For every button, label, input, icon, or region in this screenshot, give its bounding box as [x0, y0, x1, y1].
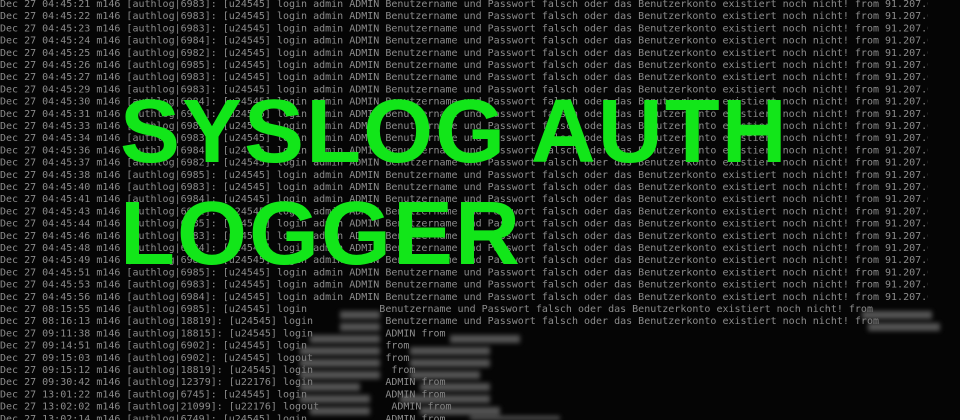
log-line: Dec 27 04:45:36 m146 [authlog|6984]: [u2…: [0, 145, 957, 156]
log-line: Dec 27 04:45:40 m146 [authlog|6983]: [u2…: [0, 182, 957, 193]
log-line: Dec 27 09:14:51 m146 [authlog|6902]: [u2…: [0, 341, 409, 352]
log-line: Dec 27 04:45:30 m146 [authlog|6984]: [u2…: [0, 97, 957, 108]
log-line: Dec 27 04:45:34 m146 [authlog|6983]: [u2…: [0, 133, 957, 144]
log-line: Dec 27 04:45:43 m146 [authlog|6982]: [u2…: [0, 206, 957, 217]
log-line: Dec 27 13:02:02 m146 [authlog|21099]: [u…: [0, 402, 452, 413]
log-line: Dec 27 09:15:12 m146 [authlog|18819]: [u…: [0, 365, 415, 376]
log-line: Dec 27 04:45:49 m146 [authlog|6982]: [u2…: [0, 255, 957, 266]
log-line: Dec 27 09:30:42 m146 [authlog|12379]: [u…: [0, 377, 446, 388]
log-line: Dec 27 08:16:13 m146 [authlog|18819]: [u…: [0, 316, 879, 327]
log-line: Dec 27 04:45:51 m146 [authlog|6985]: [u2…: [0, 267, 957, 278]
log-line: Dec 27 08:15:55 m146 [authlog|6985]: [u2…: [0, 304, 873, 315]
log-line: Dec 27 04:45:38 m146 [authlog|6985]: [u2…: [0, 170, 957, 181]
log-line: Dec 27 09:11:38 m146 [authlog|18815]: [u…: [0, 328, 446, 339]
title: SYSLOG AUTH: [120, 82, 789, 182]
log-line: Dec 27 04:45:33 m146 [authlog|6985]: [u2…: [0, 121, 957, 132]
log-line: Dec 27 04:45:44 m146 [authlog|6985]: [u2…: [0, 219, 957, 230]
log-line: Dec 27 04:45:37 m146 [authlog|6982]: [u2…: [0, 158, 957, 169]
log-line: Dec 27 04:45:31 m146 [authlog|6982]: [u2…: [0, 109, 957, 120]
log-line: Dec 27 04:45:27 m146 [authlog|6983]: [u2…: [0, 72, 957, 83]
log-line: Dec 27 13:01:22 m146 [authlog|6745]: [u2…: [0, 389, 446, 400]
log-line: Dec 27 04:45:26 m146 [authlog|6985]: [u2…: [0, 60, 957, 71]
log-line: Dec 27 04:45:53 m146 [authlog|6983]: [u2…: [0, 280, 957, 291]
log-line: Dec 27 04:45:24 m146 [authlog|6984]: [u2…: [0, 36, 957, 47]
log-line: Dec 27 04:45:22 m146 [authlog|6983]: [u2…: [0, 11, 957, 22]
log-line: Dec 27 04:45:23 m146 [authlog|6983]: [u2…: [0, 23, 957, 34]
redacted-areas: [300, 311, 940, 420]
log-line: Dec 27 04:45:48 m146 [authlog|6984]: [u2…: [0, 243, 957, 254]
log-line: Dec 27 04:45:41 m146 [authlog|6984]: [u2…: [0, 194, 957, 205]
log-line: Dec 27 04:45:21 m146 [authlog|6983]: [u2…: [0, 0, 957, 10]
log-line: Dec 27 04:45:56 m146 [authlog|6984]: [u2…: [0, 292, 957, 303]
log-line: Dec 27 13:02:14 m146 [authlog|6749]: [u2…: [0, 414, 446, 420]
log-line: Dec 27 04:45:29 m146 [authlog|6983]: [u2…: [0, 84, 957, 95]
log-line: Dec 27 09:15:03 m146 [authlog|6902]: [u2…: [0, 353, 409, 364]
title: LOGGER: [120, 184, 522, 284]
log-line: Dec 27 04:45:25 m146 [authlog|6982]: [u2…: [0, 48, 957, 59]
log-line: Dec 27 04:45:46 m146 [authlog|6983]: [u2…: [0, 231, 957, 242]
